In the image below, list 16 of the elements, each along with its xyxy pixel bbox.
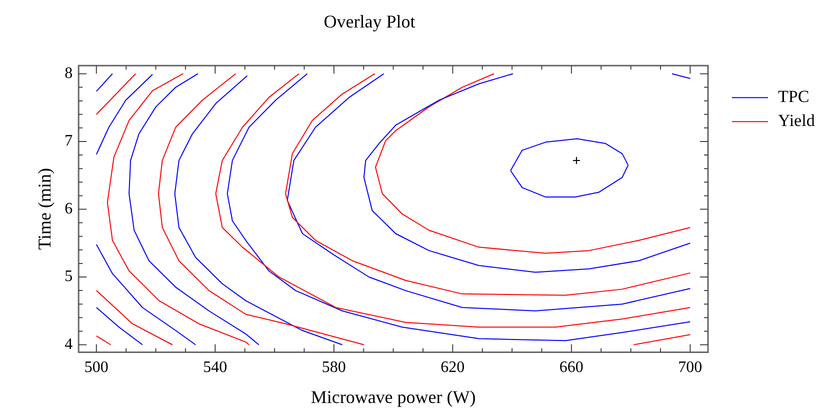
- y-tick-label: 7: [64, 132, 73, 150]
- x-tick-label: 540: [203, 359, 228, 376]
- y-tick-label: 6: [64, 200, 73, 218]
- x-tick-label: 620: [440, 359, 465, 376]
- x-tick-label: 660: [559, 359, 584, 376]
- y-axis-title: Time (min): [34, 168, 55, 250]
- y-tick-label: 5: [64, 268, 73, 286]
- x-tick-label: 580: [322, 359, 346, 376]
- x-tick-label: 700: [678, 359, 702, 376]
- y-tick-label: 4: [64, 336, 73, 353]
- x-tick-label: 500: [84, 359, 108, 376]
- legend-label: TPC: [778, 87, 810, 106]
- y-tick-label: 8: [64, 64, 73, 82]
- x-axis-title: Microwave power (W): [310, 386, 476, 407]
- legend-label: Yield: [778, 111, 816, 130]
- chart-title: Overlay Plot: [324, 12, 416, 32]
